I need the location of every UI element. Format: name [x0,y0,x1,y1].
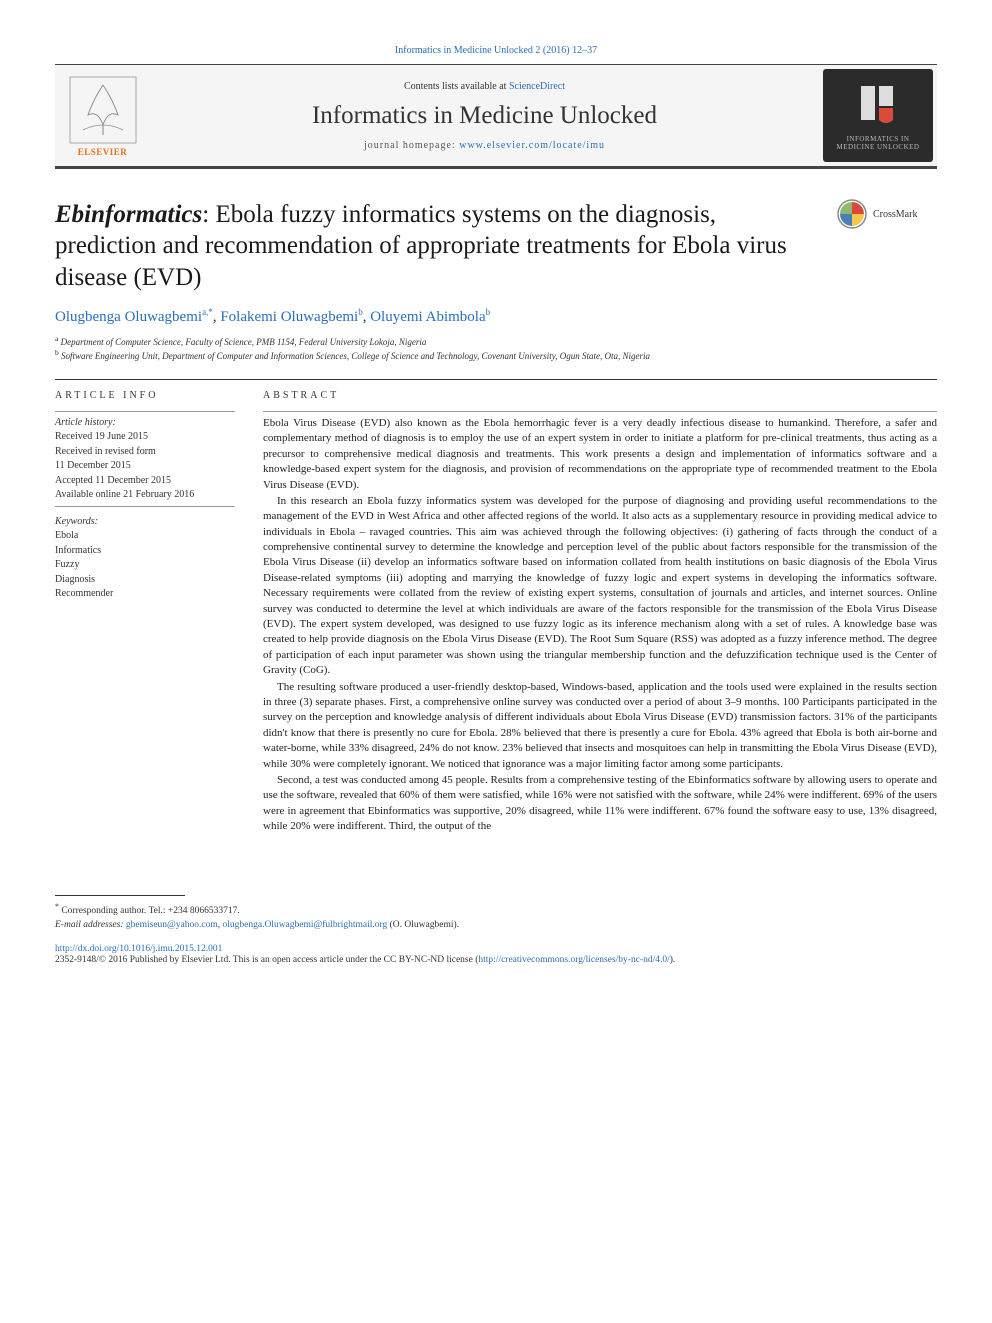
keyword: Informatics [55,544,235,559]
contents-line: Contents lists available at ScienceDirec… [404,81,565,92]
elsevier-label: ELSEVIER [78,147,128,157]
abstract-paragraph: Ebola Virus Disease (EVD) also known as … [263,416,937,493]
email-link-1[interactable]: gbemiseun@yahoo.com [126,920,218,930]
abstract-body: Ebola Virus Disease (EVD) also known as … [263,416,937,835]
keyword: Recommender [55,587,235,602]
top-citation: Informatics in Medicine Unlocked 2 (2016… [55,45,937,56]
article-history: Article history: Received 19 June 2015 R… [55,416,235,602]
header-center: Contents lists available at ScienceDirec… [150,65,819,166]
sciencedirect-link[interactable]: ScienceDirect [509,81,565,92]
crossmark-badge[interactable]: CrossMark [837,199,937,229]
email-link-2[interactable]: olugbenga.Oluwagbemi@fulbrightmail.org [223,920,388,930]
thin-rule [263,411,937,412]
footnotes: * Corresponding author. Tel.: +234 80665… [55,901,937,932]
footnote-rule [55,895,185,896]
affiliations: a Department of Computer Science, Facult… [55,334,937,363]
section-rule [55,379,937,380]
keyword: Diagnosis [55,573,235,588]
abstract-paragraph: In this research an Ebola fuzzy informat… [263,494,937,679]
article-title: Ebinformatics: Ebola fuzzy informatics s… [55,199,817,293]
author-list: Olugbenga Oluwagbemia,*, Folakemi Oluwag… [55,307,937,326]
homepage-line: journal homepage: www.elsevier.com/locat… [364,140,605,151]
imu-icon [855,80,901,126]
imu-label: INFORMATICS IN MEDICINE UNLOCKED [833,135,923,152]
crossmark-label: CrossMark [873,209,917,220]
crossmark-icon [837,199,867,229]
top-citation-link[interactable]: Informatics in Medicine Unlocked 2 (2016… [395,45,597,56]
elsevier-logo: ELSEVIER [55,65,150,166]
journal-header: ELSEVIER Contents lists available at Sci… [55,64,937,169]
keyword: Ebola [55,529,235,544]
license-link[interactable]: http://creativecommons.org/licenses/by-n… [478,955,669,965]
thin-rule [55,411,235,412]
article-info-heading: ARTICLE INFO [55,390,235,401]
keyword: Fuzzy [55,558,235,573]
homepage-link[interactable]: www.elsevier.com/locate/imu [459,140,605,151]
author-1: Olugbenga Oluwagbemi [55,309,202,325]
elsevier-tree-icon [68,75,138,145]
doi-line: http://dx.doi.org/10.1016/j.imu.2015.12.… [55,944,937,954]
doi-link[interactable]: http://dx.doi.org/10.1016/j.imu.2015.12.… [55,944,222,954]
author-2: Folakemi Oluwagbemi [220,309,358,325]
abstract-heading: ABSTRACT [263,390,937,401]
author-3: Oluyemi Abimbola [370,309,485,325]
abstract-paragraph: The resulting software produced a user-f… [263,680,937,772]
license-line: 2352-9148/© 2016 Published by Elsevier L… [55,954,937,967]
journal-name: Informatics in Medicine Unlocked [312,102,657,130]
title-emphasis: Ebinformatics [55,201,202,228]
journal-cover-logo: INFORMATICS IN MEDICINE UNLOCKED [823,69,933,162]
abstract-paragraph: Second, a test was conducted among 45 pe… [263,773,937,835]
keywords-block: Keywords: Ebola Informatics Fuzzy Diagno… [55,515,235,602]
